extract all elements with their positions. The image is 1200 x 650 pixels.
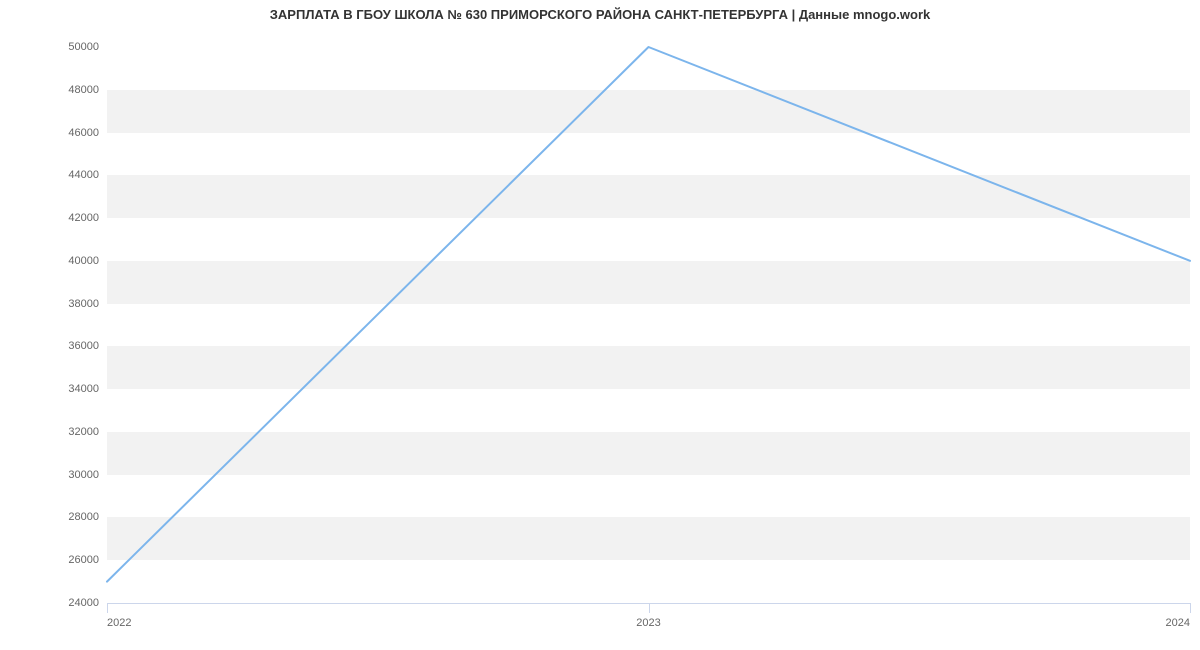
y-tick-label: 26000 bbox=[0, 554, 99, 566]
y-tick-label: 46000 bbox=[0, 127, 99, 139]
chart-title: ЗАРПЛАТА В ГБОУ ШКОЛА № 630 ПРИМОРСКОГО … bbox=[0, 7, 1200, 22]
y-tick-label: 30000 bbox=[0, 469, 99, 481]
y-tick-label: 24000 bbox=[0, 597, 99, 609]
y-tick-label: 42000 bbox=[0, 212, 99, 224]
x-tick-label: 2024 bbox=[1166, 617, 1190, 629]
y-tick-label: 44000 bbox=[0, 169, 99, 181]
series-line bbox=[107, 47, 1190, 582]
y-tick-label: 28000 bbox=[0, 511, 99, 523]
x-tick-label: 2022 bbox=[107, 617, 131, 629]
y-tick-label: 48000 bbox=[0, 84, 99, 96]
line-series bbox=[107, 47, 1190, 603]
y-tick-label: 38000 bbox=[0, 298, 99, 310]
x-tick-label: 2023 bbox=[636, 617, 660, 629]
y-tick-label: 32000 bbox=[0, 426, 99, 438]
chart-container: ЗАРПЛАТА В ГБОУ ШКОЛА № 630 ПРИМОРСКОГО … bbox=[0, 0, 1200, 650]
y-tick-label: 36000 bbox=[0, 340, 99, 352]
y-tick-label: 50000 bbox=[0, 41, 99, 53]
y-tick-label: 34000 bbox=[0, 383, 99, 395]
x-tick-mark bbox=[107, 603, 108, 613]
plot-area bbox=[107, 47, 1190, 603]
x-tick-mark bbox=[1190, 603, 1191, 613]
x-tick-mark bbox=[649, 603, 650, 613]
y-tick-label: 40000 bbox=[0, 255, 99, 267]
